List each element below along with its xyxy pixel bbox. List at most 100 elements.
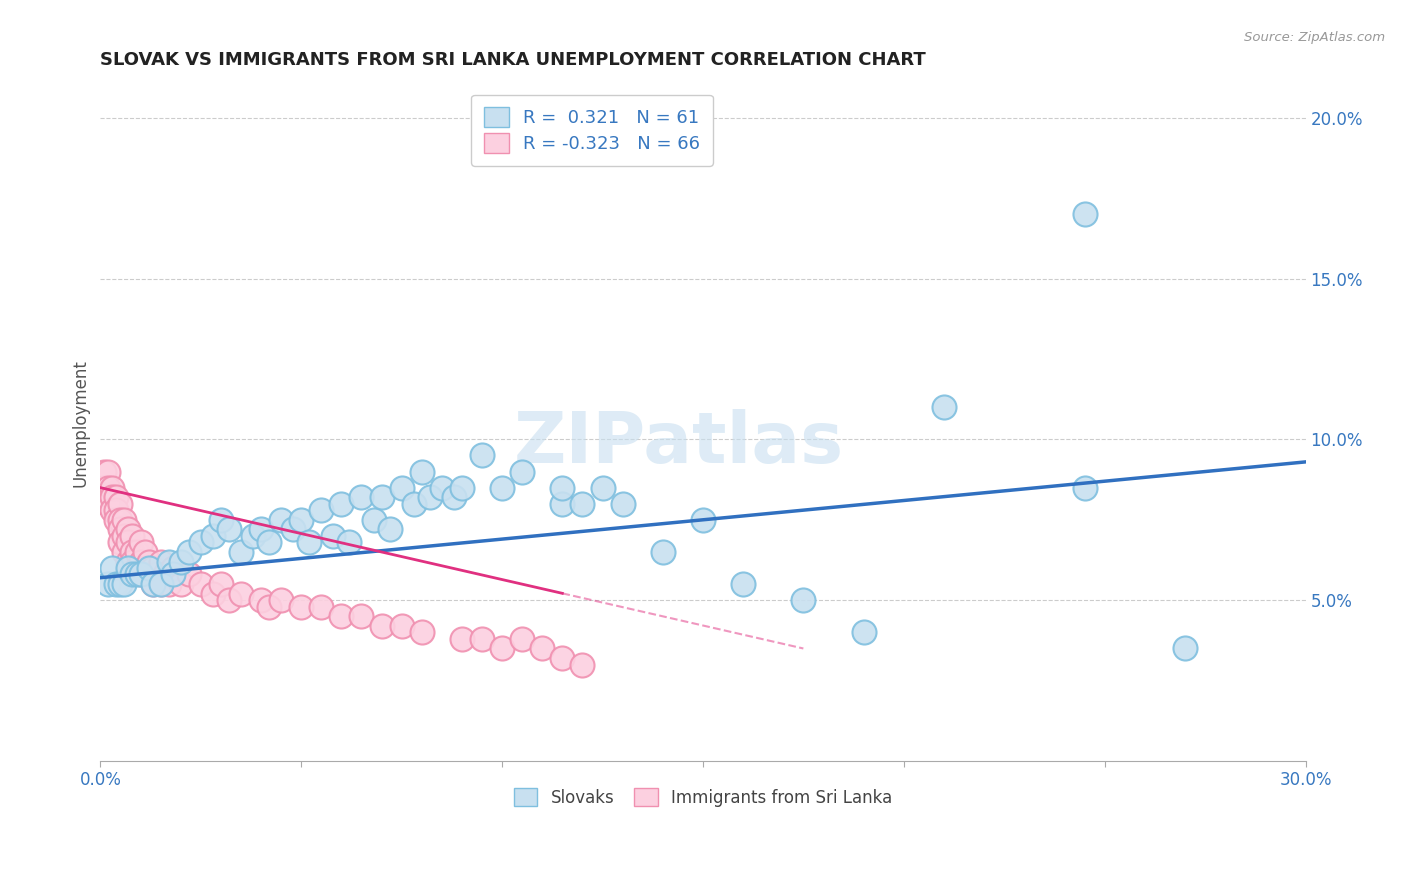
Point — [117, 555, 139, 569]
Text: SLOVAK VS IMMIGRANTS FROM SRI LANKA UNEMPLOYMENT CORRELATION CHART: SLOVAK VS IMMIGRANTS FROM SRI LANKA UNEM… — [100, 51, 927, 69]
Point — [97, 481, 120, 495]
Point — [451, 632, 474, 646]
Point — [733, 577, 755, 591]
Point — [142, 577, 165, 591]
Point — [170, 555, 193, 569]
Point — [97, 465, 120, 479]
Point — [117, 561, 139, 575]
Point — [145, 567, 167, 582]
Point — [121, 529, 143, 543]
Point — [411, 625, 433, 640]
Point — [97, 497, 120, 511]
Point — [105, 490, 128, 504]
Point — [177, 567, 200, 582]
Point — [201, 587, 224, 601]
Point — [510, 465, 533, 479]
Point — [149, 555, 172, 569]
Point — [651, 545, 673, 559]
Point — [229, 587, 252, 601]
Legend: Slovaks, Immigrants from Sri Lanka: Slovaks, Immigrants from Sri Lanka — [508, 781, 898, 814]
Point — [298, 535, 321, 549]
Point — [257, 535, 280, 549]
Point — [430, 481, 453, 495]
Text: Source: ZipAtlas.com: Source: ZipAtlas.com — [1244, 31, 1385, 45]
Point — [471, 449, 494, 463]
Point — [242, 529, 264, 543]
Point — [551, 497, 574, 511]
Point — [451, 481, 474, 495]
Point — [330, 497, 353, 511]
Point — [101, 481, 124, 495]
Point — [330, 609, 353, 624]
Point — [491, 481, 513, 495]
Point — [110, 497, 132, 511]
Point — [129, 567, 152, 582]
Point — [852, 625, 875, 640]
Point — [93, 481, 115, 495]
Point — [121, 567, 143, 582]
Point — [134, 545, 156, 559]
Point — [250, 593, 273, 607]
Point — [218, 523, 240, 537]
Point — [270, 513, 292, 527]
Point — [121, 555, 143, 569]
Point — [290, 513, 312, 527]
Point — [229, 545, 252, 559]
Point — [411, 465, 433, 479]
Point — [391, 619, 413, 633]
Point — [121, 567, 143, 582]
Point — [491, 641, 513, 656]
Point — [551, 651, 574, 665]
Point — [592, 481, 614, 495]
Point — [363, 513, 385, 527]
Point — [190, 577, 212, 591]
Point — [510, 632, 533, 646]
Point — [105, 513, 128, 527]
Point — [125, 561, 148, 575]
Point — [322, 529, 344, 543]
Point — [97, 577, 120, 591]
Point — [311, 503, 333, 517]
Point — [162, 567, 184, 582]
Point — [114, 577, 136, 591]
Point — [129, 555, 152, 569]
Point — [283, 523, 305, 537]
Point — [370, 490, 392, 504]
Point — [110, 577, 132, 591]
Point — [311, 599, 333, 614]
Point — [350, 490, 373, 504]
Point — [350, 609, 373, 624]
Point — [157, 577, 180, 591]
Y-axis label: Unemployment: Unemployment — [72, 359, 89, 487]
Point — [114, 529, 136, 543]
Point — [571, 657, 593, 672]
Point — [105, 577, 128, 591]
Point — [101, 490, 124, 504]
Point — [101, 561, 124, 575]
Point — [257, 599, 280, 614]
Point — [290, 599, 312, 614]
Point — [419, 490, 441, 504]
Point — [142, 577, 165, 591]
Point — [932, 401, 955, 415]
Point — [153, 567, 176, 582]
Point — [471, 632, 494, 646]
Point — [110, 523, 132, 537]
Point — [792, 593, 814, 607]
Point — [270, 593, 292, 607]
Point — [443, 490, 465, 504]
Point — [105, 503, 128, 517]
Point — [114, 545, 136, 559]
Point — [125, 545, 148, 559]
Point — [138, 561, 160, 575]
Point — [201, 529, 224, 543]
Point — [612, 497, 634, 511]
Point — [117, 523, 139, 537]
Point — [114, 513, 136, 527]
Point — [110, 535, 132, 549]
Point — [125, 567, 148, 582]
Point — [101, 503, 124, 517]
Point — [149, 577, 172, 591]
Point — [93, 465, 115, 479]
Point — [218, 593, 240, 607]
